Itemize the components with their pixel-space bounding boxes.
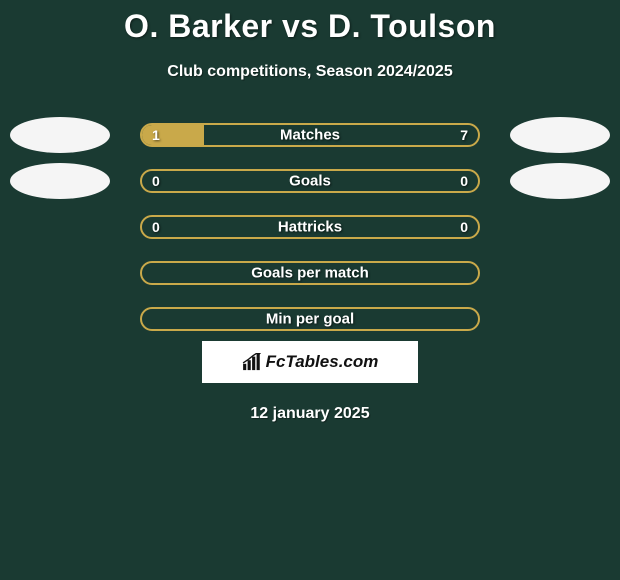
- stat-label: Hattricks: [278, 219, 342, 236]
- player-avatar-left: [10, 117, 110, 153]
- stat-value-left: 0: [152, 173, 160, 189]
- stat-row: 0 Goals 0: [0, 169, 620, 193]
- stat-row: 0 Hattricks 0: [0, 215, 620, 239]
- stat-bar: 1 Matches 7: [140, 123, 480, 147]
- stat-bar: 0 Hattricks 0: [140, 215, 480, 239]
- player-avatar-right: [510, 163, 610, 199]
- header: O. Barker vs D. Toulson Club competition…: [0, 0, 620, 81]
- stat-label: Goals per match: [251, 265, 369, 282]
- player-avatar-right: [510, 117, 610, 153]
- stat-row: 1 Matches 7: [0, 123, 620, 147]
- stat-bar: Min per goal: [140, 307, 480, 331]
- stat-bar: Goals per match: [140, 261, 480, 285]
- stat-row: Goals per match: [0, 261, 620, 285]
- stat-row: Min per goal: [0, 307, 620, 331]
- stat-value-left: 0: [152, 219, 160, 235]
- stat-label: Goals: [289, 173, 331, 190]
- page-title: O. Barker vs D. Toulson: [0, 8, 620, 45]
- stat-value-right: 0: [460, 173, 468, 189]
- stat-value-right: 0: [460, 219, 468, 235]
- player-avatar-left: [10, 163, 110, 199]
- date-label: 12 january 2025: [0, 405, 620, 423]
- stat-label: Min per goal: [266, 311, 354, 328]
- page-subtitle: Club competitions, Season 2024/2025: [0, 63, 620, 81]
- stat-bar: 0 Goals 0: [140, 169, 480, 193]
- chart-icon: [242, 353, 264, 371]
- stat-label: Matches: [280, 127, 340, 144]
- stat-value-right: 7: [460, 127, 468, 143]
- logo-text: FcTables.com: [266, 352, 379, 372]
- stat-value-left: 1: [152, 127, 160, 143]
- logo-box: FcTables.com: [202, 341, 418, 383]
- stats-container: 1 Matches 7 0 Goals 0 0 Hattricks 0 Goals per mat…: [0, 123, 620, 331]
